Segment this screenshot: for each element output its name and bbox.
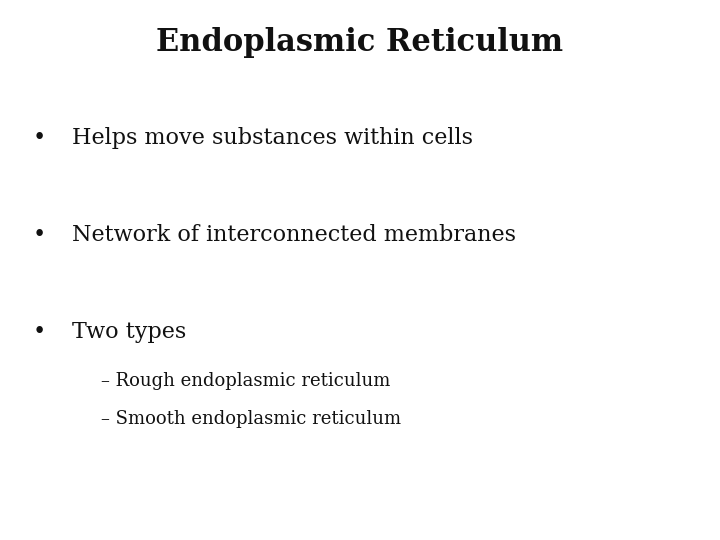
Text: Two types: Two types	[72, 321, 186, 343]
Text: Helps move substances within cells: Helps move substances within cells	[72, 127, 473, 148]
Text: – Smooth endoplasmic reticulum: – Smooth endoplasmic reticulum	[101, 409, 401, 428]
Text: •: •	[32, 127, 45, 148]
Text: •: •	[32, 224, 45, 246]
Text: •: •	[32, 321, 45, 343]
Text: Endoplasmic Reticulum: Endoplasmic Reticulum	[156, 27, 564, 58]
Text: – Rough endoplasmic reticulum: – Rough endoplasmic reticulum	[101, 372, 390, 390]
Text: Network of interconnected membranes: Network of interconnected membranes	[72, 224, 516, 246]
